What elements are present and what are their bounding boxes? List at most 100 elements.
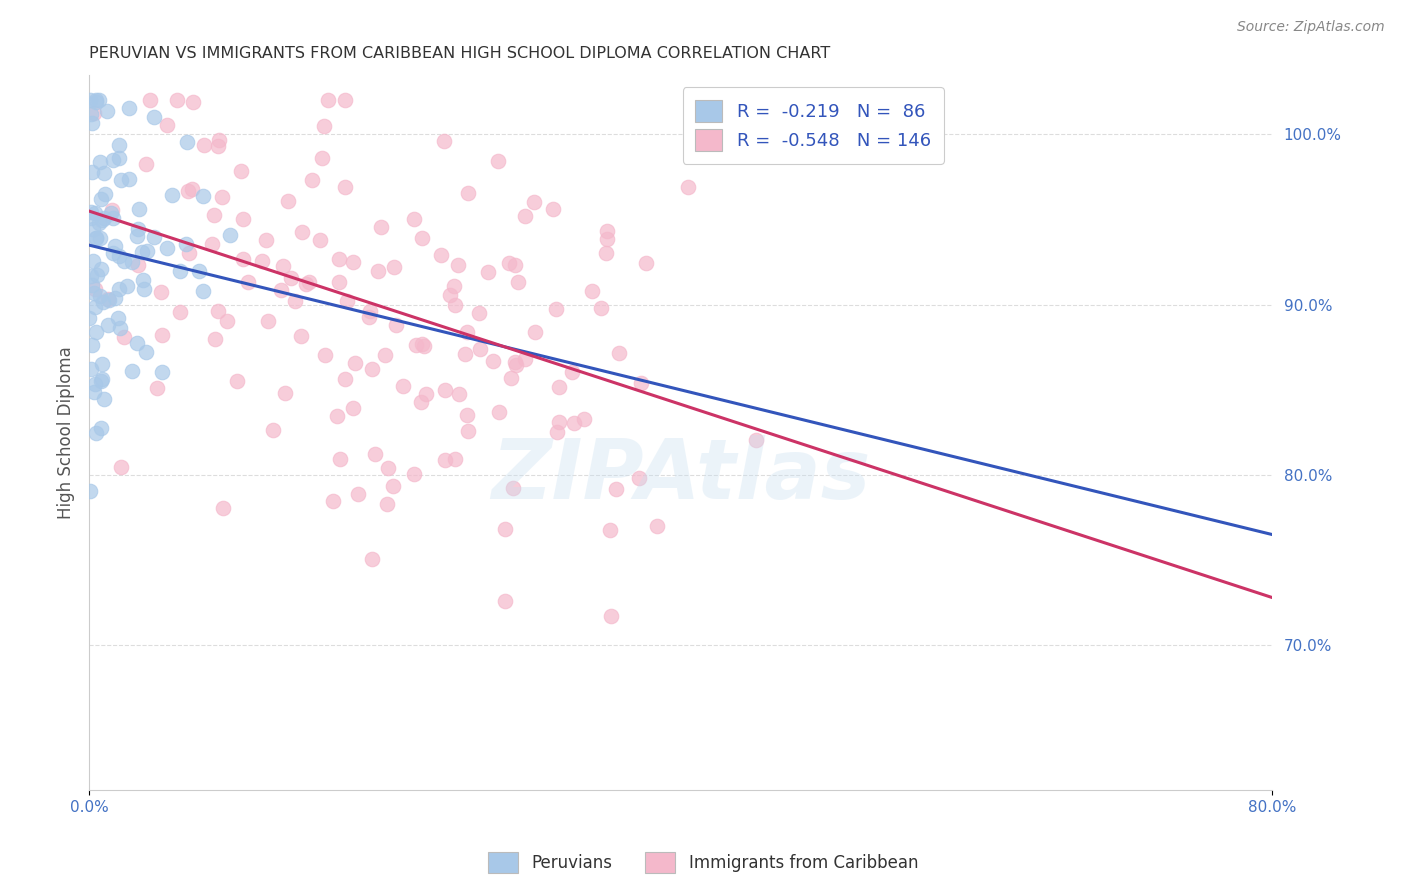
Point bbox=[404, 467, 426, 481]
Point bbox=[82, 254, 104, 268]
Point bbox=[676, 180, 699, 194]
Point bbox=[411, 394, 433, 409]
Point bbox=[135, 345, 157, 359]
Point bbox=[142, 229, 165, 244]
Point bbox=[505, 355, 527, 369]
Point bbox=[335, 94, 357, 108]
Point bbox=[543, 202, 565, 216]
Point bbox=[80, 165, 103, 179]
Point bbox=[370, 219, 392, 234]
Point bbox=[97, 293, 120, 307]
Point bbox=[82, 222, 104, 236]
Point bbox=[97, 318, 120, 332]
Point bbox=[79, 94, 101, 108]
Point bbox=[250, 253, 273, 268]
Point bbox=[169, 305, 191, 319]
Point bbox=[456, 408, 478, 422]
Point bbox=[149, 285, 172, 299]
Point bbox=[90, 192, 112, 206]
Point bbox=[135, 157, 157, 171]
Point bbox=[83, 105, 105, 120]
Point bbox=[83, 300, 105, 314]
Point bbox=[443, 298, 465, 312]
Point bbox=[108, 282, 131, 296]
Point bbox=[127, 335, 149, 350]
Point bbox=[486, 153, 509, 168]
Point bbox=[413, 339, 436, 353]
Point bbox=[270, 283, 292, 297]
Point bbox=[156, 118, 179, 132]
Point bbox=[93, 211, 115, 225]
Point bbox=[132, 273, 155, 287]
Point bbox=[433, 134, 456, 148]
Point bbox=[191, 189, 214, 203]
Point bbox=[80, 204, 103, 219]
Point bbox=[329, 451, 352, 466]
Point bbox=[112, 330, 135, 344]
Text: Source: ZipAtlas.com: Source: ZipAtlas.com bbox=[1237, 20, 1385, 34]
Point bbox=[290, 329, 312, 343]
Point bbox=[335, 179, 357, 194]
Point bbox=[439, 287, 461, 301]
Point bbox=[411, 231, 433, 245]
Point bbox=[309, 233, 332, 247]
Point bbox=[179, 246, 201, 260]
Point bbox=[342, 401, 364, 415]
Legend: R =  -0.219   N =  86, R =  -0.548   N = 146: R = -0.219 N = 86, R = -0.548 N = 146 bbox=[683, 87, 943, 164]
Point bbox=[125, 228, 148, 243]
Point bbox=[219, 228, 242, 243]
Point bbox=[498, 256, 520, 270]
Point bbox=[181, 182, 204, 196]
Text: PERUVIAN VS IMMIGRANTS FROM CARIBBEAN HIGH SCHOOL DIPLOMA CORRELATION CHART: PERUVIAN VS IMMIGRANTS FROM CARIBBEAN HI… bbox=[89, 46, 831, 62]
Point bbox=[177, 185, 200, 199]
Point bbox=[342, 254, 364, 268]
Point bbox=[415, 386, 437, 401]
Point bbox=[211, 189, 233, 203]
Point bbox=[430, 248, 453, 262]
Point bbox=[314, 348, 336, 362]
Point bbox=[131, 244, 153, 259]
Point bbox=[90, 213, 112, 227]
Point bbox=[86, 231, 108, 245]
Point bbox=[80, 362, 103, 376]
Point bbox=[294, 277, 316, 291]
Point bbox=[84, 425, 107, 440]
Point bbox=[93, 294, 115, 309]
Point bbox=[215, 314, 238, 328]
Point bbox=[80, 211, 103, 225]
Point bbox=[274, 385, 297, 400]
Point bbox=[83, 282, 105, 296]
Point bbox=[89, 94, 111, 108]
Point bbox=[361, 361, 384, 376]
Point bbox=[596, 232, 619, 246]
Point bbox=[83, 205, 105, 219]
Point bbox=[359, 303, 381, 318]
Point bbox=[454, 347, 477, 361]
Point bbox=[457, 186, 479, 200]
Point bbox=[108, 249, 131, 263]
Point bbox=[382, 260, 405, 275]
Point bbox=[79, 269, 101, 284]
Point bbox=[89, 155, 111, 169]
Point bbox=[524, 326, 547, 340]
Point bbox=[505, 359, 527, 373]
Point bbox=[312, 119, 335, 133]
Text: ZIPAtlas: ZIPAtlas bbox=[491, 434, 870, 516]
Point bbox=[89, 289, 111, 303]
Point bbox=[322, 494, 344, 508]
Point bbox=[101, 153, 124, 168]
Point bbox=[103, 292, 125, 306]
Point bbox=[156, 241, 179, 255]
Point bbox=[547, 415, 569, 429]
Point bbox=[118, 171, 141, 186]
Point bbox=[599, 523, 621, 537]
Point bbox=[328, 252, 350, 266]
Point bbox=[100, 202, 122, 217]
Point bbox=[547, 380, 569, 394]
Point bbox=[359, 310, 381, 325]
Point bbox=[110, 172, 132, 186]
Point bbox=[488, 405, 510, 419]
Point bbox=[561, 365, 583, 379]
Point bbox=[108, 321, 131, 335]
Point bbox=[434, 453, 457, 467]
